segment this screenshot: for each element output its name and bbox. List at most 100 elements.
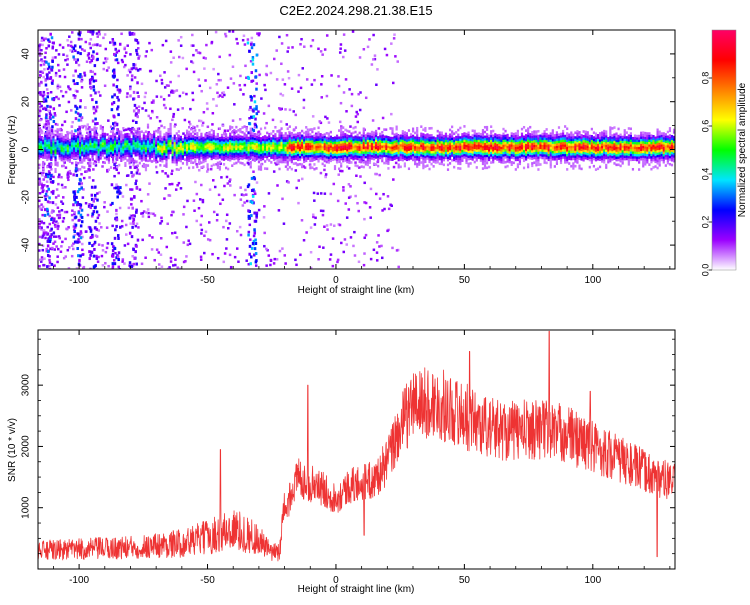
- band-cell: [522, 125, 526, 129]
- band-cell: [190, 156, 193, 160]
- band-cell: [251, 151, 254, 154]
- band-cell: [399, 148, 402, 152]
- band-cell: [360, 153, 363, 156]
- band-cell: [146, 142, 150, 146]
- band-cell: [442, 153, 446, 157]
- band-cell: [153, 152, 156, 155]
- band-cell: [428, 141, 431, 145]
- noise-cell: [219, 202, 222, 206]
- streak-cell: [114, 228, 117, 232]
- band-cell: [288, 142, 291, 145]
- noise-cell: [52, 175, 55, 179]
- band-cell: [97, 160, 100, 164]
- streak-cell: [133, 63, 137, 67]
- noise-cell: [281, 197, 284, 201]
- band-cell: [467, 162, 470, 166]
- band-cell: [502, 158, 505, 162]
- noise-cell: [206, 238, 210, 241]
- streak-cell: [135, 48, 138, 52]
- noise-cell: [215, 219, 219, 222]
- streak-cell: [92, 50, 95, 54]
- noise-cell: [49, 229, 52, 233]
- band-cell: [416, 141, 419, 144]
- noise-cell: [72, 242, 75, 245]
- band-cell: [377, 143, 380, 146]
- noise-cell: [231, 65, 235, 69]
- band-cell: [255, 142, 259, 146]
- noise-cell: [337, 173, 340, 176]
- band-cell: [224, 147, 228, 151]
- band-cell: [268, 140, 271, 143]
- band-cell: [432, 148, 435, 151]
- band-cell: [467, 153, 470, 156]
- noise-cell: [93, 160, 97, 163]
- streak-cell: [74, 223, 78, 227]
- streak-cell: [78, 258, 81, 262]
- band-cell: [385, 142, 388, 146]
- band-cell: [268, 147, 271, 150]
- noise-cell: [228, 253, 232, 257]
- noise-cell: [155, 95, 159, 98]
- noise-cell: [160, 219, 164, 223]
- noise-cell: [112, 127, 115, 130]
- noise-cell: [54, 133, 57, 137]
- band-cell: [309, 135, 312, 139]
- band-cell: [385, 137, 388, 141]
- noise-cell: [161, 136, 165, 139]
- band-cell: [89, 144, 92, 148]
- noise-cell: [177, 181, 181, 185]
- band-cell: [142, 134, 145, 137]
- noise-cell: [178, 267, 182, 269]
- noise-cell: [38, 105, 42, 109]
- band-cell: [231, 138, 234, 141]
- noise-cell: [53, 112, 57, 115]
- noise-cell: [182, 132, 185, 135]
- noise-cell: [190, 60, 193, 63]
- noise-cell: [38, 265, 41, 268]
- band-cell: [407, 155, 411, 159]
- band-cell: [434, 144, 437, 147]
- streak-cell: [88, 168, 91, 172]
- streak-cell: [136, 81, 139, 85]
- band-cell: [292, 136, 295, 139]
- band-cell: [490, 161, 493, 164]
- noise-cell: [216, 91, 219, 95]
- band-cell: [516, 144, 519, 147]
- band-cell: [294, 150, 298, 153]
- band-cell: [198, 145, 201, 149]
- noise-cell: [285, 33, 289, 37]
- noise-cell: [121, 195, 125, 198]
- band-cell: [52, 154, 55, 158]
- band-cell: [212, 163, 215, 167]
- band-cell: [397, 163, 400, 167]
- band-cell: [461, 142, 464, 146]
- band-cell: [303, 158, 306, 161]
- band-cell: [239, 140, 242, 143]
- band-cell: [151, 141, 154, 144]
- band-cell: [436, 141, 439, 145]
- band-cell: [481, 157, 485, 161]
- band-cell: [340, 131, 343, 135]
- band-cell: [202, 153, 205, 157]
- band-cell: [60, 151, 63, 155]
- band-cell: [169, 130, 172, 133]
- band-cell: [500, 160, 503, 164]
- band-cell: [266, 155, 269, 159]
- streak-cell: [79, 178, 82, 182]
- band-cell: [95, 136, 98, 140]
- noise-cell: [243, 83, 247, 87]
- noise-cell: [40, 260, 43, 263]
- band-cell: [471, 134, 474, 137]
- band-cell: [216, 149, 219, 153]
- noise-cell: [211, 252, 214, 256]
- noise-cell: [339, 47, 342, 50]
- band-cell: [87, 141, 90, 144]
- band-cell: [111, 155, 115, 159]
- streak-cell: [249, 200, 253, 204]
- band-cell: [451, 139, 454, 143]
- band-cell: [305, 140, 308, 143]
- band-cell: [481, 162, 485, 166]
- band-cell: [301, 153, 304, 157]
- band-cell: [457, 167, 460, 170]
- band-cell: [192, 166, 195, 169]
